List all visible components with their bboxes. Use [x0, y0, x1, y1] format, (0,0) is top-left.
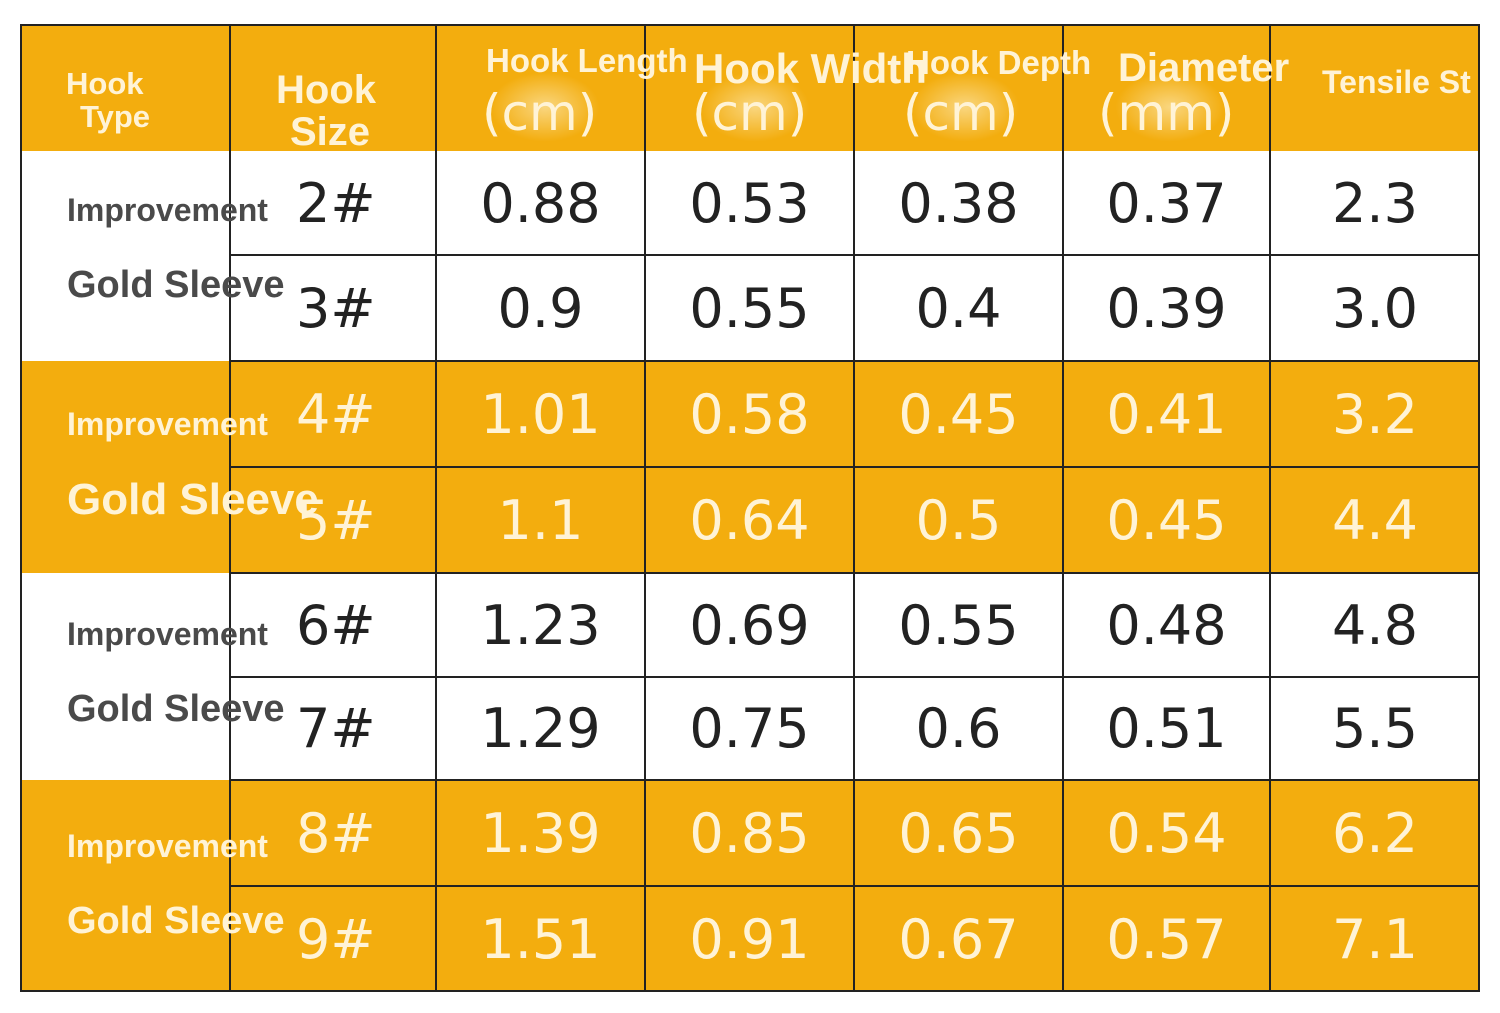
- header-glow: [700, 72, 810, 142]
- cell-width: 0.55: [689, 276, 810, 340]
- cell-size: 2#: [296, 171, 376, 235]
- cell-length: 1.01: [480, 382, 601, 446]
- header-diameter: Diameter: [1118, 46, 1290, 90]
- cell-depth: 0.6: [915, 697, 1002, 760]
- grid-hline: [230, 466, 1480, 468]
- cell-width: 0.69: [689, 593, 810, 657]
- unit-diameter: (mm): [1098, 84, 1235, 142]
- group-4-line2: Gold Sleeve: [67, 900, 285, 942]
- cell-size: 8#: [296, 801, 376, 865]
- cell-size: 6#: [296, 593, 376, 657]
- cell-tensile: 4.8: [1332, 593, 1418, 657]
- cell-length: 0.9: [497, 276, 584, 340]
- row-band-group-1: [20, 151, 1480, 361]
- unit-hook-width: (cm): [692, 84, 808, 142]
- cell-diameter: 0.57: [1106, 907, 1227, 971]
- grid-hline: [230, 676, 1480, 678]
- cell-depth: 0.5: [915, 488, 1002, 552]
- group-3-line2: Gold Sleeve: [67, 688, 285, 730]
- cell-diameter: 0.54: [1106, 801, 1227, 865]
- cell-tensile: 3.2: [1332, 382, 1418, 446]
- cell-diameter: 0.48: [1106, 593, 1227, 657]
- group-1-line2: Gold Sleeve: [67, 264, 285, 306]
- cell-tensile: 4.4: [1332, 488, 1418, 552]
- group-3-line1: Improvement: [67, 616, 268, 652]
- header-hook-type-line1: Hook: [66, 66, 144, 101]
- cell-size: 4#: [296, 382, 376, 446]
- cell-depth: 0.45: [898, 382, 1019, 446]
- cell-diameter: 0.45: [1106, 488, 1227, 552]
- cell-depth: 0.65: [898, 801, 1019, 865]
- unit-hook-length: (cm): [482, 84, 598, 142]
- group-2-line1: Improvement: [67, 406, 268, 442]
- grid-hline: [230, 885, 1480, 887]
- header-glow: [490, 72, 600, 142]
- header-hook-size-line1: Hook: [276, 68, 376, 112]
- cell-diameter: 0.37: [1106, 171, 1227, 235]
- cell-size: 3#: [296, 276, 376, 340]
- cell-tensile: 2.3: [1332, 171, 1418, 235]
- grid-vline: [435, 24, 437, 992]
- cell-size: 7#: [296, 697, 376, 760]
- cell-diameter: 0.39: [1106, 276, 1227, 340]
- header-tensile: Tensile St: [1322, 64, 1471, 100]
- grid-vline: [853, 24, 855, 992]
- cell-width: 0.58: [689, 382, 810, 446]
- cell-length: 1.39: [480, 801, 601, 865]
- grid-vline: [1062, 24, 1064, 992]
- header-glow: [910, 72, 1020, 142]
- cell-diameter: 0.51: [1106, 697, 1227, 760]
- cell-width: 0.85: [689, 801, 810, 865]
- cell-tensile: 5.5: [1332, 697, 1418, 760]
- group-2-line2: Gold Sleeve: [67, 475, 319, 524]
- cell-size: 9#: [296, 907, 376, 971]
- header-hook-size: Hook Size: [276, 70, 376, 152]
- cell-depth: 0.4: [915, 276, 1002, 340]
- header-hook-width: Hook Width: [694, 45, 927, 92]
- cell-size: 5#: [296, 488, 376, 552]
- cell-tensile: 3.0: [1332, 276, 1418, 340]
- cell-width: 0.53: [689, 171, 810, 235]
- grid-hline: [230, 360, 1480, 362]
- cell-tensile: 7.1: [1332, 907, 1418, 971]
- header-hook-type: Hook Type: [66, 68, 150, 132]
- header-hook-size-line2: Size: [290, 110, 371, 154]
- cell-width: 0.64: [689, 488, 810, 552]
- header-hook-type-line2: Type: [80, 99, 151, 134]
- grid-hline: [230, 779, 1480, 781]
- cell-length: 1.1: [497, 488, 584, 552]
- cell-length: 1.23: [480, 593, 601, 657]
- table-border: [20, 24, 1480, 992]
- header-hook-depth: Hook Depth: [906, 44, 1092, 81]
- header-glow: [1115, 72, 1225, 142]
- cell-depth: 0.38: [898, 171, 1019, 235]
- cell-width: 0.91: [689, 907, 810, 971]
- cell-length: 0.88: [480, 171, 601, 235]
- cell-tensile: 6.2: [1332, 801, 1418, 865]
- cell-depth: 0.67: [898, 907, 1019, 971]
- group-4-line1: Improvement: [67, 828, 268, 864]
- group-1-line1: Improvement: [67, 192, 268, 228]
- grid-vline: [1269, 24, 1271, 992]
- cell-width: 0.75: [689, 697, 810, 760]
- cell-length: 1.29: [480, 697, 601, 760]
- header-hook-length: Hook Length: [486, 42, 688, 79]
- cell-diameter: 0.41: [1106, 382, 1227, 446]
- cell-depth: 0.55: [898, 593, 1019, 657]
- grid-hline: [230, 254, 1480, 256]
- grid-vline: [229, 24, 231, 992]
- grid-hline: [230, 572, 1480, 574]
- cell-length: 1.51: [480, 907, 601, 971]
- unit-hook-depth: (cm): [903, 84, 1019, 142]
- grid-vline: [644, 24, 646, 992]
